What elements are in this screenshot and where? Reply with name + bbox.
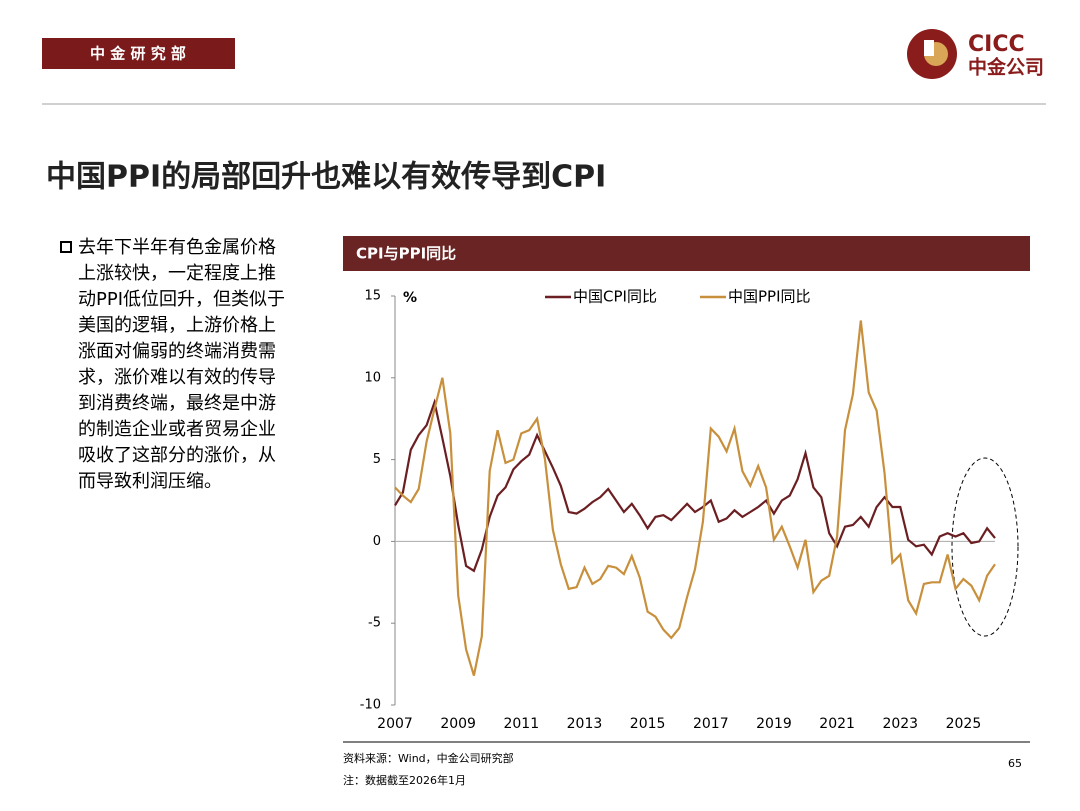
- chart-title: CPI与PPI同比: [356, 245, 456, 263]
- x-tick-label: 2025: [946, 716, 982, 732]
- x-tick-label: 2009: [440, 716, 476, 732]
- y-tick-label: 10: [364, 370, 381, 385]
- bullet-line: 的制造企业或者贸易企业: [78, 419, 276, 440]
- y-tick-label: 0: [373, 534, 381, 549]
- x-tick-label: 2013: [567, 716, 603, 732]
- series-line: [394, 398, 996, 573]
- bullet-line: 到消费终端，最终是中游: [78, 393, 276, 414]
- y-tick-label: 15: [364, 289, 381, 304]
- bullet-square: [60, 241, 72, 253]
- note: 注：数据截至2026年1月: [343, 773, 466, 787]
- logo-en: CICC: [968, 32, 1025, 57]
- x-tick-label: 2007: [377, 716, 413, 732]
- x-tick-label: 2015: [630, 716, 666, 732]
- bullet-line: 去年下半年有色金属价格: [78, 237, 276, 258]
- x-tick-label: 2011: [503, 716, 539, 732]
- slide-title: 中国PPI的局部回升也难以有效传导到CPI: [46, 160, 606, 195]
- logo-cut: [924, 40, 934, 56]
- logo-cn: 中金公司: [968, 56, 1044, 79]
- x-tick-label: 2017: [693, 716, 729, 732]
- x-tick-label: 2023: [882, 716, 918, 732]
- bullet-line: 而导致利润压缩。: [78, 471, 222, 492]
- x-tick-label: 2019: [756, 716, 792, 732]
- header-tag-bg: [42, 38, 235, 69]
- bullet-line: 上涨较快，一定程度上推: [78, 263, 276, 284]
- legend-label: 中国CPI同比: [573, 288, 657, 306]
- y-unit: %: [403, 290, 417, 306]
- source: 资料来源：Wind，中金公司研究部: [343, 751, 514, 765]
- chart-header-bg: [343, 236, 1030, 271]
- bullet-line: 动PPI低位回升，但类似于: [78, 289, 285, 310]
- header-tag: 中 金 研 究 部: [90, 45, 186, 63]
- y-tick-label: -10: [360, 698, 381, 713]
- y-tick-label: -5: [368, 616, 381, 631]
- bullet-line: 吸收了这部分的涨价，从: [78, 445, 276, 466]
- y-tick-label: 5: [373, 452, 381, 467]
- bullet-line: 美国的逻辑，上游价格上: [78, 315, 276, 336]
- series-line: [394, 320, 996, 676]
- x-tick-label: 2021: [819, 716, 855, 732]
- highlight-ellipse: [951, 457, 1019, 637]
- legend-label: 中国PPI同比: [728, 288, 811, 306]
- bullet-line: 求，涨价难以有效的传导: [78, 367, 276, 388]
- page-number: 65: [1008, 757, 1022, 770]
- bullet-line: 涨面对偏弱的终端消费需: [78, 341, 276, 362]
